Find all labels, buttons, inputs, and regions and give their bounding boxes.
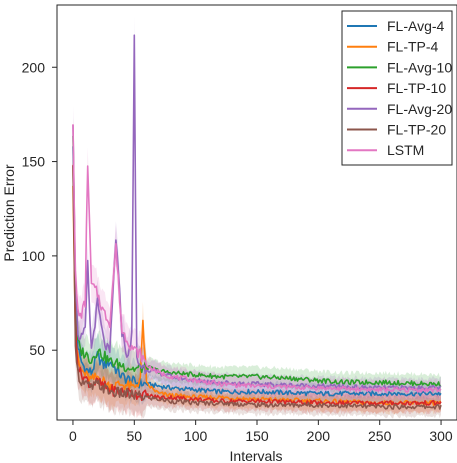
y-tick-label-150: 150: [22, 154, 46, 170]
x-tick-label-50: 50: [127, 428, 143, 444]
x-tick-label-250: 250: [368, 428, 392, 444]
series-line-fl-tp-20: [72, 165, 442, 410]
legend-label-fl-tp-10: FL-TP-10: [387, 80, 446, 96]
legend-label-fl-avg-10: FL-Avg-10: [387, 59, 452, 75]
legend-label-fl-avg-20: FL-Avg-20: [387, 101, 452, 117]
legend-label-fl-avg-4: FL-Avg-4: [387, 18, 445, 34]
x-tick-label-0: 0: [69, 428, 77, 444]
y-tick-label-50: 50: [29, 342, 45, 358]
series-line-lstm: [72, 124, 442, 393]
band-fl-avg-10: [73, 117, 441, 396]
band-fl-avg-20: [73, 16, 441, 400]
legend-label-lstm: LSTM: [387, 142, 424, 158]
legend: FL-Avg-4 FL-TP-4 FL-Avg-10 FL-TP-10 FL-Avg-2…: [341, 10, 453, 166]
x-tick-label-150: 150: [245, 428, 269, 444]
y-axis-label: Prediction Error: [1, 164, 17, 262]
y-tick-label-100: 100: [22, 248, 46, 264]
x-tick-label-300: 300: [429, 428, 453, 444]
legend-label-fl-tp-4: FL-TP-4: [387, 39, 439, 55]
band-fl-avg-4: [73, 127, 441, 407]
y-axis-ticks: 50 100 150 200: [22, 59, 57, 358]
x-axis-label: Intervals: [230, 448, 283, 463]
legend-label-fl-tp-20: FL-TP-20: [387, 122, 446, 138]
x-tick-label-200: 200: [307, 428, 331, 444]
x-axis-ticks: 0 50 100 150 200 250 300: [69, 420, 453, 444]
y-tick-label-200: 200: [22, 59, 46, 75]
series-line-fl-avg-4: [72, 146, 442, 397]
series-line-fl-avg-10: [72, 135, 442, 388]
series-lines: [72, 34, 442, 410]
x-tick-label-100: 100: [184, 428, 208, 444]
